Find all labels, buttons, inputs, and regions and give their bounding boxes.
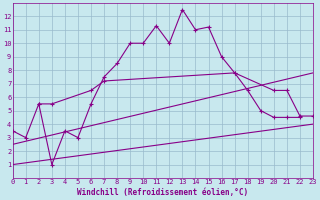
X-axis label: Windchill (Refroidissement éolien,°C): Windchill (Refroidissement éolien,°C)	[77, 188, 248, 197]
